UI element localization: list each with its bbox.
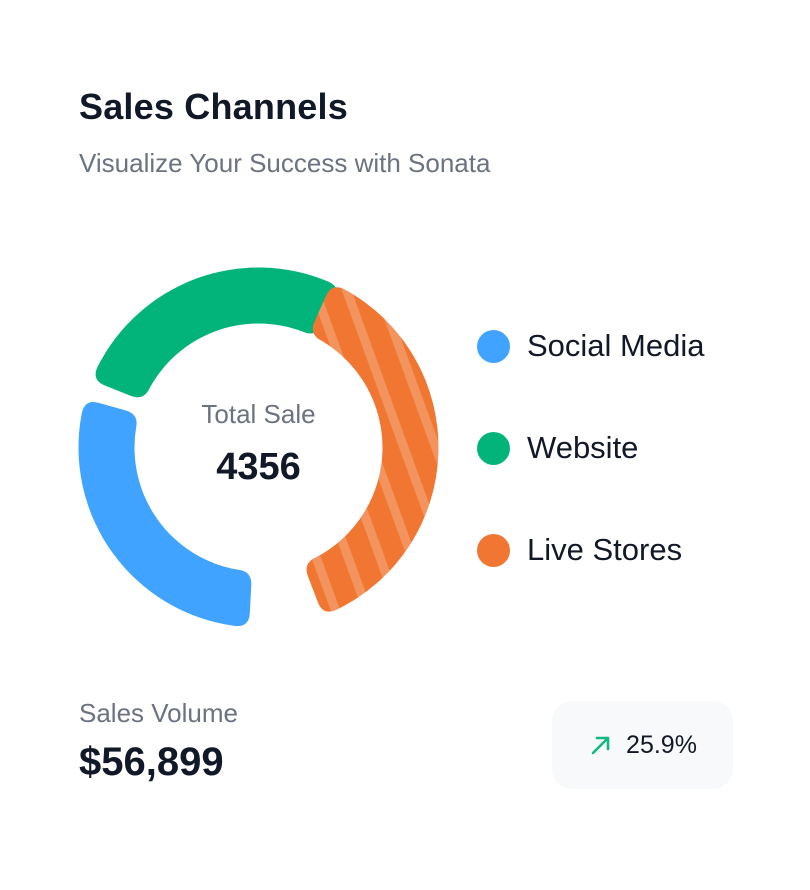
sales-volume-value: $56,899 [79, 740, 224, 784]
legend-item-live-stores: Live Stores [477, 530, 704, 570]
legend-label: Social Media [527, 328, 705, 363]
growth-value: 25.9% [626, 730, 697, 759]
chart-legend: Social Media Website Live Stores [477, 326, 704, 632]
legend-label: Website [527, 430, 639, 465]
donut-segment-social-media [78, 402, 252, 627]
legend-item-social-media: Social Media [477, 326, 704, 366]
card-subtitle: Visualize Your Success with Sonata [79, 148, 491, 178]
sales-volume-label: Sales Volume [79, 698, 238, 728]
total-sale-label: Total Sale [201, 399, 316, 429]
legend-dot [477, 431, 510, 465]
legend-dot [477, 533, 510, 567]
arrow-up-right-icon [591, 736, 610, 755]
donut-chart [78, 267, 439, 628]
legend-label: Live Stores [527, 532, 683, 567]
total-sale-value: 4356 [216, 446, 301, 488]
legend-item-website: Website [477, 428, 704, 468]
growth-badge: 25.9% [552, 701, 733, 789]
donut-segment-stripes [306, 287, 439, 612]
donut-segment-website [95, 267, 338, 398]
legend-dot [477, 329, 510, 363]
card-title: Sales Channels [79, 86, 348, 127]
